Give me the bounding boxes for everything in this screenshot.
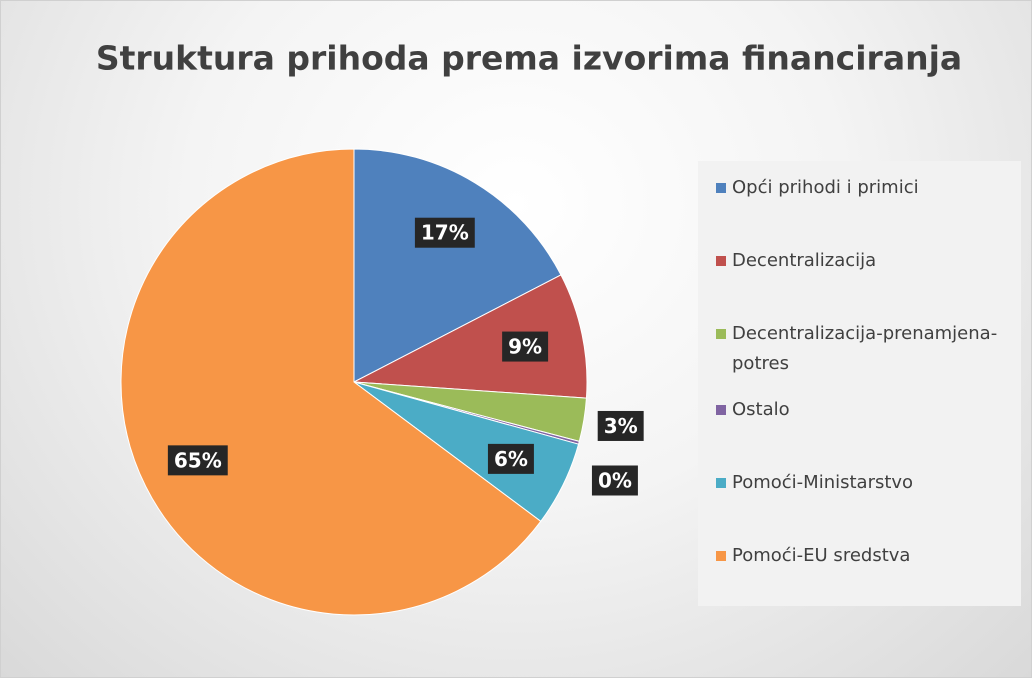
legend-swatch xyxy=(716,405,726,415)
legend-item: Ostalo xyxy=(716,395,1013,468)
legend-label: Pomoći-Ministarstvo xyxy=(732,472,914,493)
legend-item: Opći prihodi i primici xyxy=(716,173,1013,246)
data-label: 17% xyxy=(421,221,469,245)
legend-item: Decentralizacija-prenamjena-potres xyxy=(716,319,1013,395)
legend-item: Pomoći-Ministarstvo xyxy=(716,468,1013,541)
legend-label: Decentralizacija-prenamjena-potres xyxy=(732,323,998,374)
pie-slice xyxy=(120,148,542,616)
pie-slice xyxy=(353,148,562,383)
data-label-box xyxy=(597,410,644,441)
legend-label: Opći prihodi i primici xyxy=(732,177,919,198)
data-label: 6% xyxy=(494,447,528,471)
legend-item: Decentralizacija xyxy=(716,246,1013,319)
legend-label: Decentralizacija xyxy=(732,250,877,271)
data-label: 0% xyxy=(598,469,632,493)
legend-swatch xyxy=(716,256,726,266)
pie-slice xyxy=(352,274,588,399)
legend: Opći prihodi i primici Decentralizacija De… xyxy=(698,161,1021,606)
legend-swatch xyxy=(716,183,726,193)
legend-label: Pomoći-EU sredstva xyxy=(732,545,911,566)
legend-item: Pomoći-EU sredstva xyxy=(716,541,1013,614)
data-label-box xyxy=(167,445,228,476)
data-label-box xyxy=(502,331,549,362)
legend-label: Ostalo xyxy=(732,399,790,420)
chart-title: Struktura prihoda prema izvorima financi… xyxy=(96,39,962,78)
data-label-box xyxy=(414,217,475,248)
data-label-box xyxy=(591,465,638,496)
data-label: 9% xyxy=(508,335,542,359)
data-label: 65% xyxy=(174,448,222,472)
data-label: 3% xyxy=(604,414,638,438)
data-label-box xyxy=(487,443,534,474)
legend-swatch xyxy=(716,329,726,339)
legend-swatch xyxy=(716,478,726,488)
legend-swatch xyxy=(716,551,726,561)
